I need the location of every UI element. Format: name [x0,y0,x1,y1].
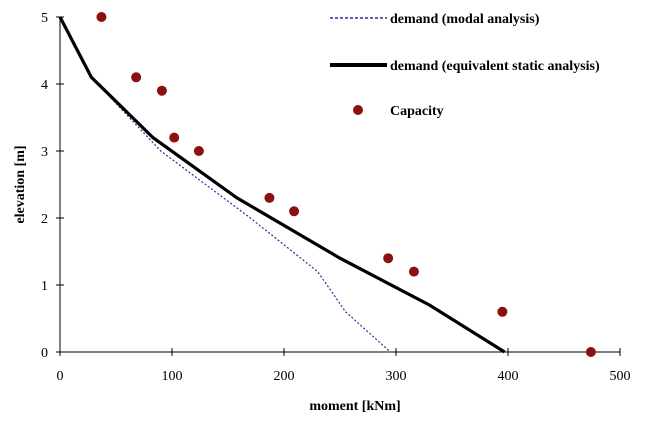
y-tick-label: 2 [41,212,48,227]
capacity-point [193,146,204,156]
series-layer [58,12,596,357]
y-axis-title: elevation [m] [13,145,28,223]
y-tick-label: 1 [41,279,48,294]
legend-label-static: demand (equivalent static analysis) [390,59,600,74]
capacity-point [169,132,180,143]
x-axis-title: moment [kNm] [309,399,400,414]
x-tick-label: 100 [162,369,183,384]
series-static-line [58,16,506,354]
series-modal-line [59,16,391,353]
x-tick-label: 200 [274,369,295,384]
legend-label-modal: demand (modal analysis) [390,12,540,27]
capacity-point [585,347,596,357]
capacity-point [497,306,508,317]
y-tick-label: 4 [41,78,48,93]
capacity-point [96,12,107,22]
axes: 0 100 200 300 400 500 0 1 2 3 4 5 [41,11,631,384]
x-tick-label: 0 [57,369,64,384]
x-tick-label: 300 [386,369,407,384]
y-tick-label: 3 [41,145,48,160]
capacity-point [264,192,275,203]
capacity-point [131,72,142,83]
capacity-point [289,206,300,217]
legend-swatch-capacity [353,105,363,115]
x-tick-label: 500 [610,369,631,384]
legend-label-capacity: Capacity [390,104,444,119]
y-tick-label: 0 [41,346,48,361]
legend: demand (modal analysis) demand (equivale… [330,12,600,119]
y-tick-label: 5 [41,11,48,26]
x-tick-label: 400 [498,369,519,384]
capacity-point [383,253,394,264]
capacity-point [156,85,167,96]
capacity-point [408,266,419,277]
